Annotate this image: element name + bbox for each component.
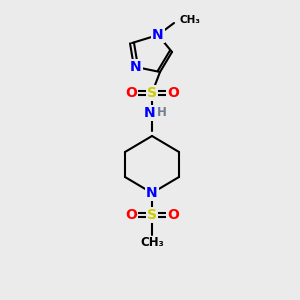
Text: O: O bbox=[125, 208, 137, 222]
Text: N: N bbox=[152, 28, 164, 42]
Text: N: N bbox=[146, 186, 158, 200]
Text: O: O bbox=[125, 86, 137, 100]
Text: CH₃: CH₃ bbox=[140, 236, 164, 250]
Text: O: O bbox=[167, 86, 179, 100]
Text: O: O bbox=[167, 208, 179, 222]
Text: N: N bbox=[144, 106, 156, 120]
Text: CH₃: CH₃ bbox=[179, 15, 200, 25]
Text: N: N bbox=[130, 60, 142, 74]
Text: S: S bbox=[147, 208, 157, 222]
Text: S: S bbox=[147, 86, 157, 100]
Text: H: H bbox=[157, 106, 167, 119]
